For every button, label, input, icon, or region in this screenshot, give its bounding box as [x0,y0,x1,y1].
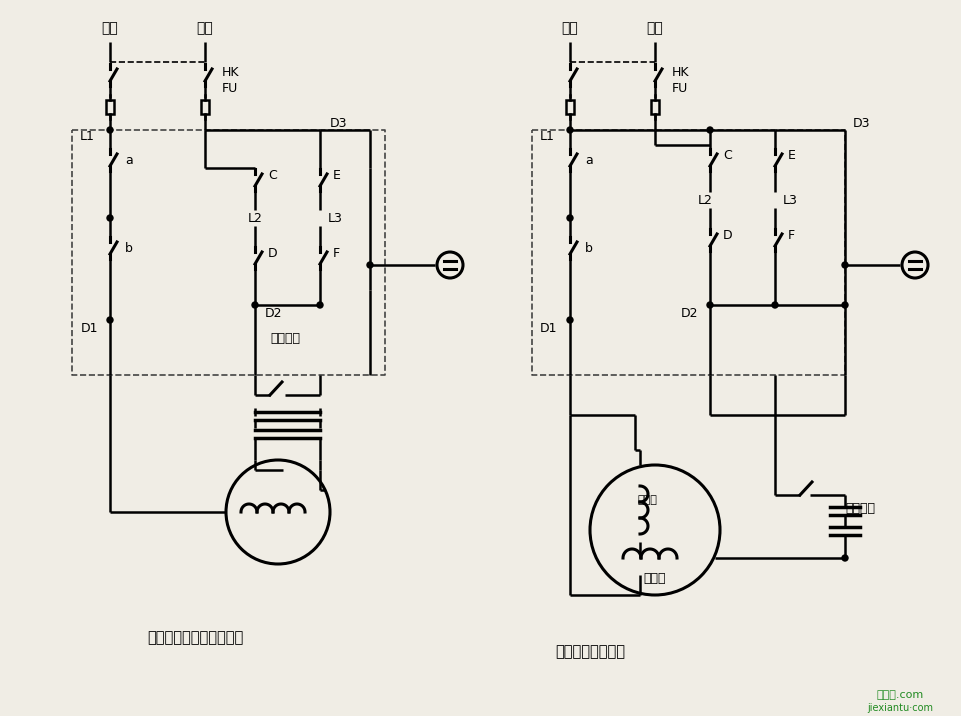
Text: F: F [787,228,795,241]
Text: HK: HK [672,65,689,79]
Text: D2: D2 [264,306,283,319]
Circle shape [107,215,112,221]
Text: L1: L1 [539,130,554,142]
Circle shape [841,555,847,561]
Text: 主绕组: 主绕组 [636,495,656,505]
Circle shape [566,127,573,133]
Bar [106,100,114,114]
Bar [651,100,658,114]
Circle shape [366,262,373,268]
Circle shape [107,127,112,133]
Circle shape [107,317,112,323]
Text: a: a [584,153,592,167]
Bar [565,100,574,114]
Text: 付绕组: 付绕组 [643,571,666,584]
Circle shape [841,262,847,268]
Text: E: E [787,148,795,162]
Text: D1: D1 [539,321,556,334]
Circle shape [317,302,323,308]
Text: 离心开关: 离心开关 [270,332,300,344]
Text: D: D [723,228,732,241]
Circle shape [252,302,258,308]
Bar [201,100,209,114]
Circle shape [706,127,712,133]
Circle shape [566,317,573,323]
Text: L2: L2 [247,211,262,225]
Text: L3: L3 [782,193,797,206]
Text: L3: L3 [328,211,342,225]
Text: FU: FU [222,82,238,95]
Text: F: F [333,246,340,259]
Text: 不分主、付绕组的电动机: 不分主、付绕组的电动机 [147,631,243,646]
Text: HK: HK [222,65,239,79]
Circle shape [706,302,712,308]
Text: 接线图.com: 接线图.com [875,690,923,700]
Text: jiexiantu·com: jiexiantu·com [866,703,932,713]
Text: 有付绕组的电动机: 有付绕组的电动机 [554,644,625,659]
Text: L1: L1 [80,130,95,142]
Text: C: C [723,148,731,162]
Text: 火线: 火线 [196,21,213,35]
Text: D1: D1 [81,321,98,334]
Text: L2: L2 [697,193,712,206]
Circle shape [771,302,777,308]
Text: FU: FU [672,82,687,95]
Text: 离心开关: 离心开关 [844,501,875,515]
Text: D3: D3 [330,117,347,130]
Text: E: E [333,168,340,181]
Circle shape [841,302,847,308]
Text: 火线: 火线 [646,21,663,35]
Text: C: C [268,168,277,181]
Text: a: a [125,153,133,167]
Circle shape [566,215,573,221]
Text: b: b [125,241,133,254]
Text: D2: D2 [679,306,698,319]
Text: D3: D3 [852,117,870,130]
Text: 零线: 零线 [102,21,118,35]
Text: 零线: 零线 [561,21,578,35]
Text: D: D [268,246,278,259]
Text: b: b [584,241,592,254]
